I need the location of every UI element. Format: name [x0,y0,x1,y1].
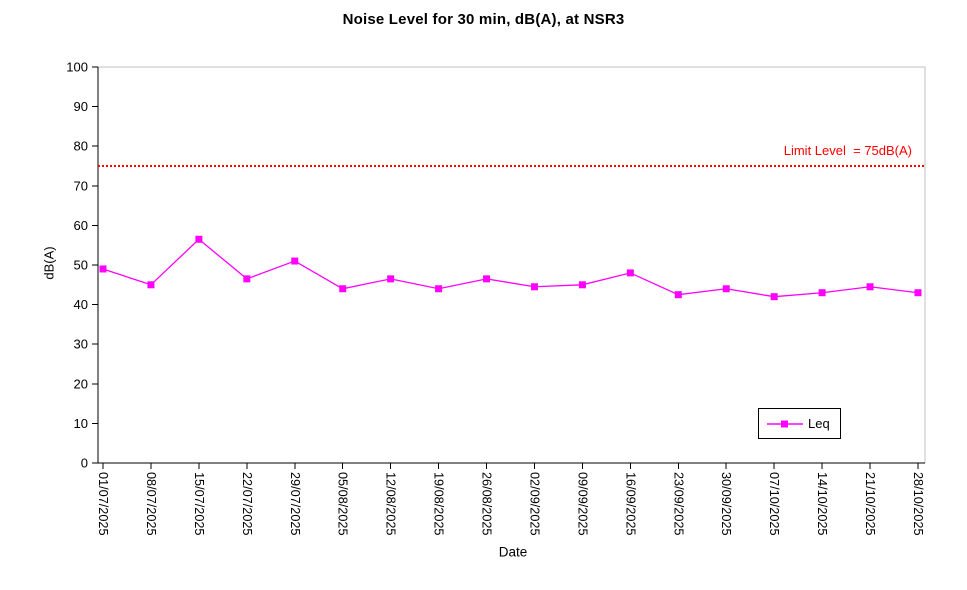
chart-title: Noise Level for 30 min, dB(A), at NSR3 [342,11,625,28]
limit-level-label: Limit Level = 75dB(A) [783,143,912,158]
x-tick-label: 21/10/2025 [863,472,877,536]
x-tick-label: 05/08/2025 [336,472,350,536]
data-point-marker [435,285,443,293]
data-point-marker [914,289,922,297]
data-point-marker [866,283,874,291]
y-tick-label: 10 [74,416,88,431]
legend-label: Leq [808,416,830,431]
x-tick-label: 12/08/2025 [384,472,398,536]
legend-marker-icon [767,420,803,427]
data-point-marker [530,283,538,291]
data-point-marker [195,235,203,243]
legend: Leq [758,408,841,439]
y-axis-title: dB(A) [41,246,57,280]
x-tick-label: 28/10/2025 [911,472,925,536]
x-tick-label: 14/10/2025 [815,472,829,536]
data-point-marker [770,293,778,301]
data-point-marker [578,281,586,289]
x-axis-title: Date [498,544,528,560]
data-point-marker [99,265,107,273]
x-tick-label: 15/07/2025 [192,472,206,536]
x-tick-label: 29/07/2025 [288,472,302,536]
y-tick-label: 60 [74,218,88,233]
x-tick-label: 22/07/2025 [240,472,254,536]
series-line [102,238,919,298]
data-point-marker [387,275,395,283]
x-tick-label: 09/09/2025 [575,472,589,536]
x-tick-label: 01/07/2025 [96,472,110,536]
data-point-marker [291,257,299,265]
y-tick-label: 40 [74,297,88,312]
x-tick-label: 26/08/2025 [480,472,494,536]
x-tick-label: 08/07/2025 [144,472,158,536]
y-tick-label: 20 [74,376,88,391]
data-point-marker [722,285,730,293]
y-tick-label: 50 [74,258,88,273]
x-tick-label: 16/09/2025 [623,472,637,536]
x-tick-label: 30/09/2025 [719,472,733,536]
y-tick-label: 90 [74,99,88,114]
plot-border [97,66,926,464]
y-tick-label: 0 [81,456,88,471]
x-tick-label: 23/09/2025 [671,472,685,536]
x-tick-label: 07/10/2025 [767,472,781,536]
x-tick-label: 19/08/2025 [432,472,446,536]
data-point-marker [147,281,155,289]
y-tick-label: 30 [74,337,88,352]
y-tick-label: 100 [66,60,88,75]
data-point-marker [626,269,634,277]
data-point-marker [818,289,826,297]
data-point-marker [243,275,251,283]
data-point-marker [674,291,682,299]
data-point-marker [339,285,347,293]
x-tick-label: 02/09/2025 [527,472,541,536]
data-point-marker [483,275,491,283]
y-tick-label: 70 [74,178,88,193]
y-tick-label: 80 [74,139,88,154]
